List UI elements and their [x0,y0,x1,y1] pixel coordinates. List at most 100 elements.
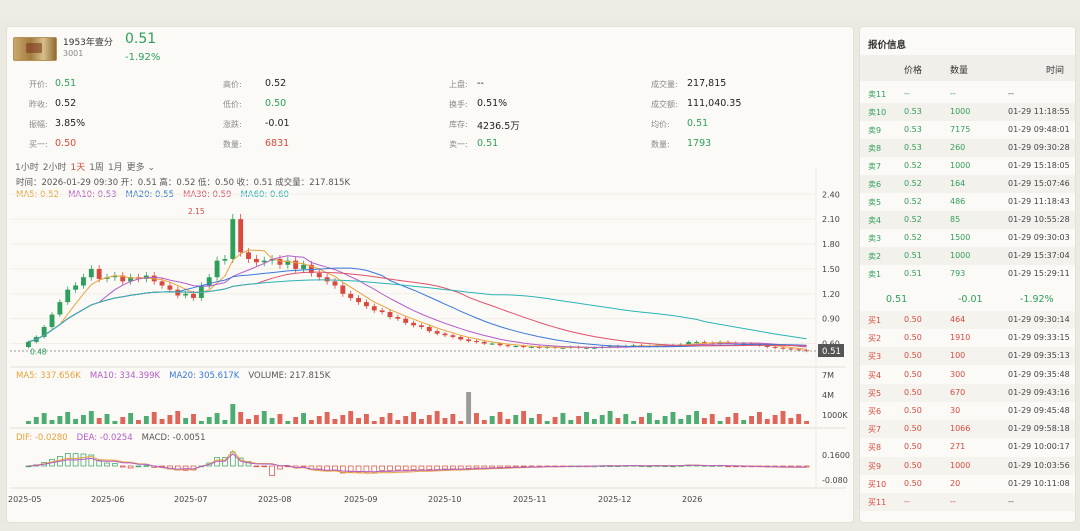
orderbook-qty: 100 [950,351,966,361]
buy-row[interactable]: 买11 -- -- -- [860,493,1075,511]
sell-row[interactable]: 卖7 0.52 1000 01-29 15:18:05 [860,157,1075,175]
macd-bar [230,451,236,467]
sell-row[interactable]: 卖6 0.52 164 01-29 15:07:46 [860,175,1075,193]
quote-value: 1793 [687,138,712,149]
sell-row[interactable]: 卖8 0.53 260 01-29 09:30:28 [860,139,1075,157]
low-label: 0.48 [30,347,47,356]
period-tab[interactable]: 1周 [89,163,104,173]
volume-bar [709,414,715,424]
sell-row[interactable]: 卖4 0.52 85 01-29 10:55:28 [860,211,1075,229]
volume-bar [466,392,472,424]
candle-body [772,346,778,348]
sell-row[interactable]: 卖3 0.52 1500 01-29 09:30:03 [860,229,1075,247]
volume-bar [686,415,692,424]
ma-legend-item: MA60: 0.60 [240,190,289,200]
volume-bar [796,414,802,424]
macd-legend: DIF: -0.0280 DEA: -0.0254 MACD: -0.0051 [16,433,214,443]
buy-row[interactable]: 买10 0.50 20 01-29 10:11:08 [860,475,1075,493]
price-tick-label: 0.90 [822,315,840,324]
candle-body [529,346,534,348]
kline-chart[interactable]: 2.402.101.801.501.200.900.607M4M1000K0.1… [6,26,852,521]
sell-row[interactable]: 卖1 0.51 793 01-29 15:29:11 [860,265,1075,283]
volume-bar [701,418,707,424]
macd-bar [497,465,503,468]
quote-value: 217,815 [687,78,727,89]
orderbook-price: 0.53 [904,107,922,116]
candle-body [238,219,244,253]
candle-body [363,302,369,307]
ma-legend: MA5: 0.52 MA10: 0.53 MA20: 0.55 MA30: 0.59 M… [16,190,298,200]
sell-row[interactable]: 卖10 0.53 1000 01-29 11:18:55 [860,103,1075,121]
volume-bar [725,417,731,424]
period-tab[interactable]: 1天 [70,163,86,173]
volume-bar [788,418,794,424]
volume-bar [678,419,684,424]
orderbook-label: 买9 [868,461,882,471]
orderbook-time: 01-29 09:33:15 [1008,333,1070,343]
buy-row[interactable]: 买8 0.50 271 01-29 10:00:17 [860,438,1075,456]
buy-row[interactable]: 买1 0.50 464 01-29 09:30:14 [860,311,1075,329]
mid-pct: -1.92% [1020,294,1054,305]
period-tab[interactable]: 更多 ⌄ [126,163,156,173]
buy-row[interactable]: 买6 0.50 30 01-29 09:45:48 [860,402,1075,420]
ma-line [28,267,807,348]
sell-row[interactable]: 卖9 0.53 7175 01-29 09:48:01 [860,121,1075,139]
volume-bar [615,418,621,424]
buy-row[interactable]: 买9 0.50 1000 01-29 10:03:56 [860,456,1075,475]
orderbook-qty: 260 [950,143,966,152]
orderbook-label: 买6 [868,407,882,416]
macd-bar [88,454,95,467]
orderbook-time: 01-29 09:43:16 [1008,387,1070,397]
volume-bar [568,420,574,424]
orderbook-label: 卖5 [868,198,882,207]
candle-body [591,347,597,349]
candle-body [434,331,440,334]
volume-bar [41,413,47,424]
volume-bar [764,419,770,424]
volume-bar [442,418,448,424]
sell-row[interactable]: 卖11 -- -- -- [860,85,1075,103]
buy-row[interactable]: 买2 0.50 1910 01-29 09:33:15 [860,329,1075,347]
period-tab[interactable]: 1月 [107,163,123,173]
orderbook-time: 01-29 15:37:04 [1008,251,1070,260]
orderbook-label: 卖6 [868,180,882,189]
orderbook-time: 01-29 10:55:28 [1008,215,1070,224]
orderbook-price: 0.50 [904,369,922,379]
period-tab[interactable]: 2小时 [42,163,67,173]
orderbook-time: 01-29 15:18:05 [1008,161,1070,170]
volume-bar [662,416,668,424]
orderbook-time: 01-29 09:35:48 [1008,369,1070,379]
period-tab[interactable]: 1小时 [15,163,39,173]
volume-bar [230,404,236,424]
macd-bar [481,465,488,469]
volume-bar [159,419,165,424]
volume-bar [772,415,778,424]
quote-key: 涨跌: [223,120,242,129]
ohlc-readout: 时间：2026-01-29 09:30 开：0.51 高：0.52 低：0.50… [16,178,351,188]
volume-bar [120,417,126,424]
macd-bar [505,465,511,468]
buy-row[interactable]: 买3 0.50 100 01-29 09:35:13 [860,347,1075,366]
quote-value: 0.51 [687,118,709,129]
candle-body [505,345,511,347]
volume-bar [639,417,644,424]
volume-bar [151,412,157,424]
candle-body [324,277,330,282]
sell-row[interactable]: 卖5 0.52 486 01-29 11:18:43 [860,193,1075,211]
orderbook-time: 01-29 10:03:56 [1008,460,1070,470]
macd-bar [379,465,385,471]
quote-key: 成交量: [651,80,678,89]
macd-bar [410,465,417,470]
macd-bar [418,465,425,470]
buy-row[interactable]: 买4 0.50 300 01-29 09:35:48 [860,366,1075,384]
buy-row[interactable]: 买5 0.50 670 01-29 09:43:16 [860,383,1075,402]
orderbook-time: 01-29 15:07:46 [1008,179,1070,188]
volume-bar [308,420,314,424]
buy-row[interactable]: 买7 0.50 1066 01-29 09:58:18 [860,420,1075,439]
volume-bar [474,413,479,424]
sell-row[interactable]: 卖2 0.51 1000 01-29 15:37:04 [860,247,1075,265]
orderbook-price: -- [904,497,910,506]
candle-body [49,314,55,327]
orderbook-label: 买11 [868,498,887,507]
candle-body [450,335,456,337]
